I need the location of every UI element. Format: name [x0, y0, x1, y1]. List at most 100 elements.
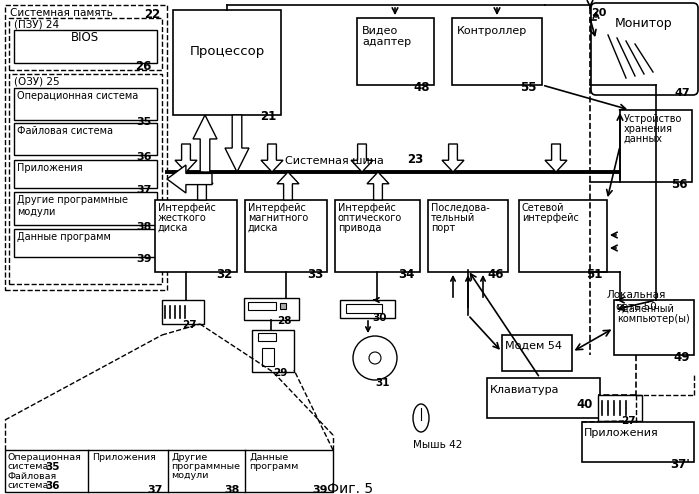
Bar — [346, 304, 382, 313]
Text: интерфейс: интерфейс — [522, 213, 579, 223]
Text: Интерфейс: Интерфейс — [338, 203, 396, 213]
Text: сеть 50: сеть 50 — [616, 302, 656, 312]
Polygon shape — [191, 172, 213, 200]
Bar — [487, 378, 600, 418]
Text: Системная шина: Системная шина — [285, 156, 384, 166]
Polygon shape — [167, 165, 212, 193]
Bar — [262, 348, 274, 366]
Text: модули: модули — [17, 207, 55, 217]
Polygon shape — [545, 144, 567, 172]
Text: система: система — [8, 462, 50, 471]
Polygon shape — [225, 115, 249, 172]
Bar — [245, 200, 327, 272]
Text: 27: 27 — [182, 320, 197, 330]
Bar — [5, 450, 333, 492]
Text: 37: 37 — [147, 485, 163, 494]
Text: Другие: Другие — [171, 453, 207, 462]
Text: 46: 46 — [487, 268, 504, 281]
Text: Локальная: Локальная — [606, 290, 665, 300]
Bar — [14, 192, 157, 225]
Text: модули: модули — [171, 471, 208, 480]
Bar — [452, 18, 542, 85]
Text: Удаленный: Удаленный — [617, 304, 675, 314]
Text: 35: 35 — [45, 462, 60, 472]
Text: Интерфейс: Интерфейс — [248, 203, 306, 213]
Text: тельный: тельный — [431, 213, 475, 223]
Text: диска: диска — [248, 223, 278, 233]
Text: система: система — [8, 481, 50, 490]
Bar — [244, 298, 299, 320]
Text: 49: 49 — [674, 351, 690, 364]
Bar — [14, 160, 157, 188]
Text: 30: 30 — [373, 313, 387, 323]
Text: Фиг. 5: Фиг. 5 — [327, 482, 373, 494]
Text: Устройство: Устройство — [624, 114, 682, 124]
Text: 23: 23 — [407, 153, 424, 166]
Text: 55: 55 — [521, 81, 537, 94]
Text: 51: 51 — [586, 268, 602, 281]
Bar — [14, 229, 157, 257]
Text: 31: 31 — [375, 378, 390, 388]
Text: Файловая система: Файловая система — [17, 126, 113, 136]
Text: программные: программные — [171, 462, 240, 471]
Text: 40: 40 — [577, 398, 593, 411]
Text: Другие программные: Другие программные — [17, 195, 128, 205]
Bar — [582, 422, 694, 462]
Bar — [519, 200, 607, 272]
Text: 37: 37 — [136, 185, 152, 195]
Bar — [155, 200, 237, 272]
Bar — [14, 123, 157, 155]
Text: 35: 35 — [137, 117, 152, 127]
Circle shape — [369, 352, 381, 364]
Bar — [502, 335, 572, 371]
Bar — [9, 74, 162, 284]
Text: адаптер: адаптер — [362, 37, 411, 47]
Text: данных: данных — [624, 134, 663, 144]
Text: Интерфейс: Интерфейс — [158, 203, 216, 213]
Text: BIOS: BIOS — [71, 32, 99, 44]
Text: диска: диска — [158, 223, 188, 233]
Text: магнитного: магнитного — [248, 213, 308, 223]
Text: 26: 26 — [136, 60, 152, 73]
Text: Приложения: Приложения — [92, 453, 156, 462]
Text: Мышь 42: Мышь 42 — [413, 440, 462, 450]
Text: 47: 47 — [675, 88, 690, 98]
Text: Видео: Видео — [362, 26, 398, 36]
FancyBboxPatch shape — [591, 3, 698, 95]
Bar — [620, 110, 692, 182]
Polygon shape — [277, 172, 299, 200]
Bar — [14, 88, 157, 120]
Bar — [428, 200, 508, 272]
Bar — [335, 200, 420, 272]
Text: (ПЗУ) 24: (ПЗУ) 24 — [14, 20, 59, 30]
Text: 20: 20 — [591, 8, 606, 18]
Text: 28: 28 — [278, 316, 292, 326]
Text: Данные: Данные — [249, 453, 288, 462]
Bar — [5, 5, 167, 290]
Bar — [252, 330, 294, 372]
Bar — [14, 30, 157, 63]
Text: оптического: оптического — [338, 213, 402, 223]
Text: хранения: хранения — [624, 124, 673, 134]
Text: Операционная система: Операционная система — [17, 91, 138, 101]
Text: 29: 29 — [273, 368, 288, 378]
Text: Системная память: Системная память — [10, 8, 113, 18]
Text: Приложения: Приложения — [17, 163, 82, 173]
Text: Монитор: Монитор — [615, 17, 673, 30]
Text: Файловая: Файловая — [8, 472, 57, 481]
Polygon shape — [442, 144, 464, 172]
Text: привода: привода — [338, 223, 382, 233]
Bar — [9, 18, 162, 70]
Text: Модем 54: Модем 54 — [505, 341, 562, 351]
Text: порт: порт — [431, 223, 455, 233]
Text: 34: 34 — [398, 268, 415, 281]
Polygon shape — [193, 115, 217, 172]
Bar — [340, 300, 395, 318]
Text: 39: 39 — [312, 485, 328, 494]
Text: Контроллер: Контроллер — [457, 26, 527, 36]
Text: 22: 22 — [144, 8, 160, 21]
Text: 32: 32 — [216, 268, 232, 281]
Text: 21: 21 — [260, 110, 276, 123]
Text: Сетевой: Сетевой — [522, 203, 565, 213]
Text: 48: 48 — [414, 81, 430, 94]
